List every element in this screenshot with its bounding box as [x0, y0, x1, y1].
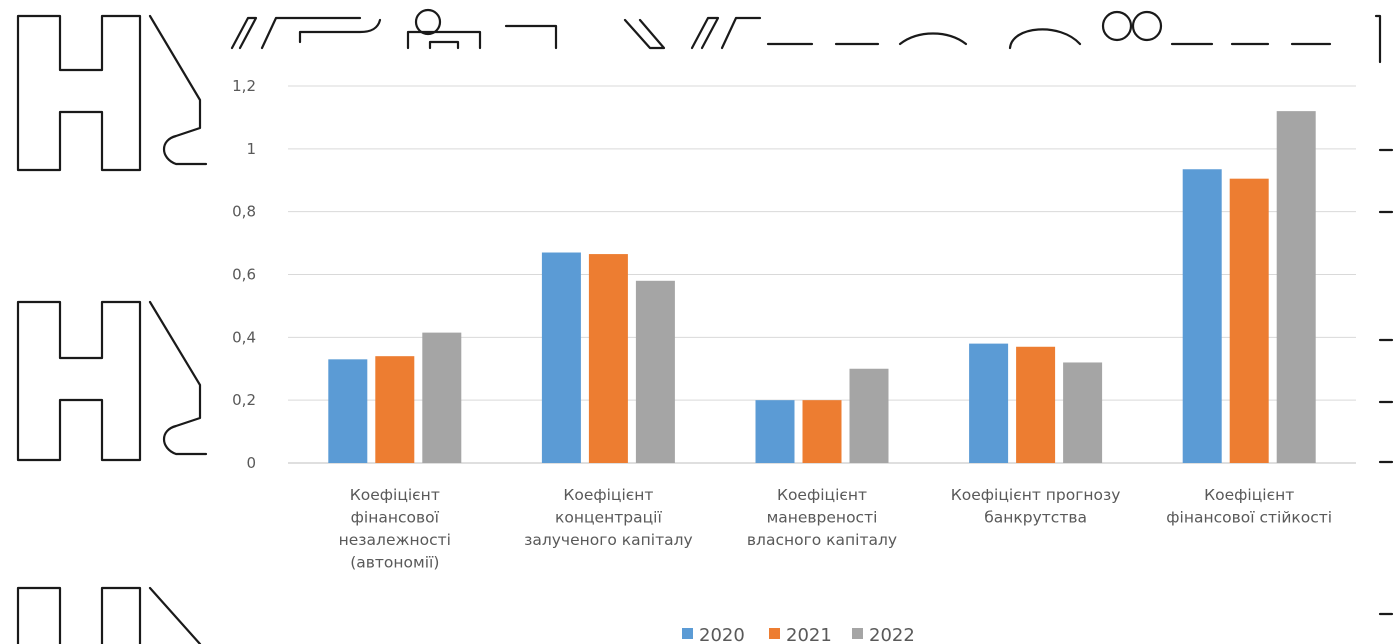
outline-glyph-decoration [230, 16, 362, 50]
outline-glyph-decoration [898, 32, 968, 46]
outline-glyph-decoration [148, 586, 202, 644]
x-tick-label: Коефіцієнт прогнозу банкрутства [951, 486, 1121, 527]
y-tick-label: 0,2 [232, 391, 256, 409]
legend-label: 2021 [786, 625, 832, 644]
bar-2022 [1063, 362, 1103, 463]
legend-label: 2022 [869, 625, 915, 644]
legend-swatch [769, 628, 780, 639]
x-tick-label: Коефіцієнт концентрації залученого капітал… [524, 486, 693, 549]
outline-glyph-decoration [414, 8, 442, 36]
bar-2021 [588, 254, 628, 463]
bar-2022 [1276, 111, 1316, 463]
bar-2021 [1016, 346, 1056, 463]
x-tick-label: Коефіцієнт маневреності власного капіталу [747, 486, 897, 549]
plot-area: 0 0,2 0,4 0,6 0,8 1 1,2 Коефіцієнт фінансової нез… [232, 77, 1356, 572]
outline-glyph-decoration [623, 18, 666, 50]
bar-2021 [375, 356, 415, 463]
outline-glyph-decoration [504, 24, 558, 50]
legend-label: 2020 [699, 625, 745, 644]
outline-glyph-decoration [16, 586, 62, 644]
outline-glyph-decoration [1008, 28, 1082, 50]
bar-2020 [969, 343, 1009, 463]
y-tick-label: 0,4 [232, 328, 256, 346]
outline-glyph-decoration [16, 300, 142, 462]
y-tick-label: 0 [246, 454, 256, 472]
outline-glyph-decoration [1131, 10, 1163, 42]
bar-2020 [541, 252, 581, 463]
outline-glyph-decoration [16, 14, 142, 172]
outline-glyph-decoration [298, 18, 382, 44]
x-tick-label: Коефіцієнт фінансової стійкості [1166, 486, 1332, 527]
bar-2020 [1182, 169, 1222, 464]
x-tick-label: Коефіцієнт фінансової незалежності (автоном… [339, 486, 451, 572]
outline-glyph-decoration [1378, 148, 1394, 616]
y-tick-label: 0,6 [232, 266, 256, 284]
outline-glyph-decoration [148, 300, 208, 456]
bar-2021 [1229, 178, 1269, 463]
outline-glyph-decoration [1374, 14, 1382, 64]
y-tick-label: 0,8 [232, 203, 256, 221]
bar-2022 [849, 368, 889, 463]
y-tick-label: 1 [246, 140, 256, 158]
bar-2022 [635, 280, 675, 463]
outline-glyph-decoration [690, 16, 762, 50]
bar-2022 [422, 332, 462, 463]
y-tick-label: 1,2 [232, 77, 256, 95]
legend-swatch [852, 628, 863, 639]
bar-2020 [328, 359, 368, 463]
outline-glyph-decoration [1101, 10, 1133, 42]
bar-2021 [802, 400, 842, 463]
legend-swatch [682, 628, 693, 639]
outline-glyph-decoration [100, 586, 142, 644]
bar-2020 [755, 400, 795, 463]
background-decoration [16, 8, 1394, 644]
legend: 2020 2021 2022 [682, 625, 915, 644]
outline-glyph-decoration [406, 30, 482, 50]
outline-glyph-decoration [148, 14, 208, 166]
